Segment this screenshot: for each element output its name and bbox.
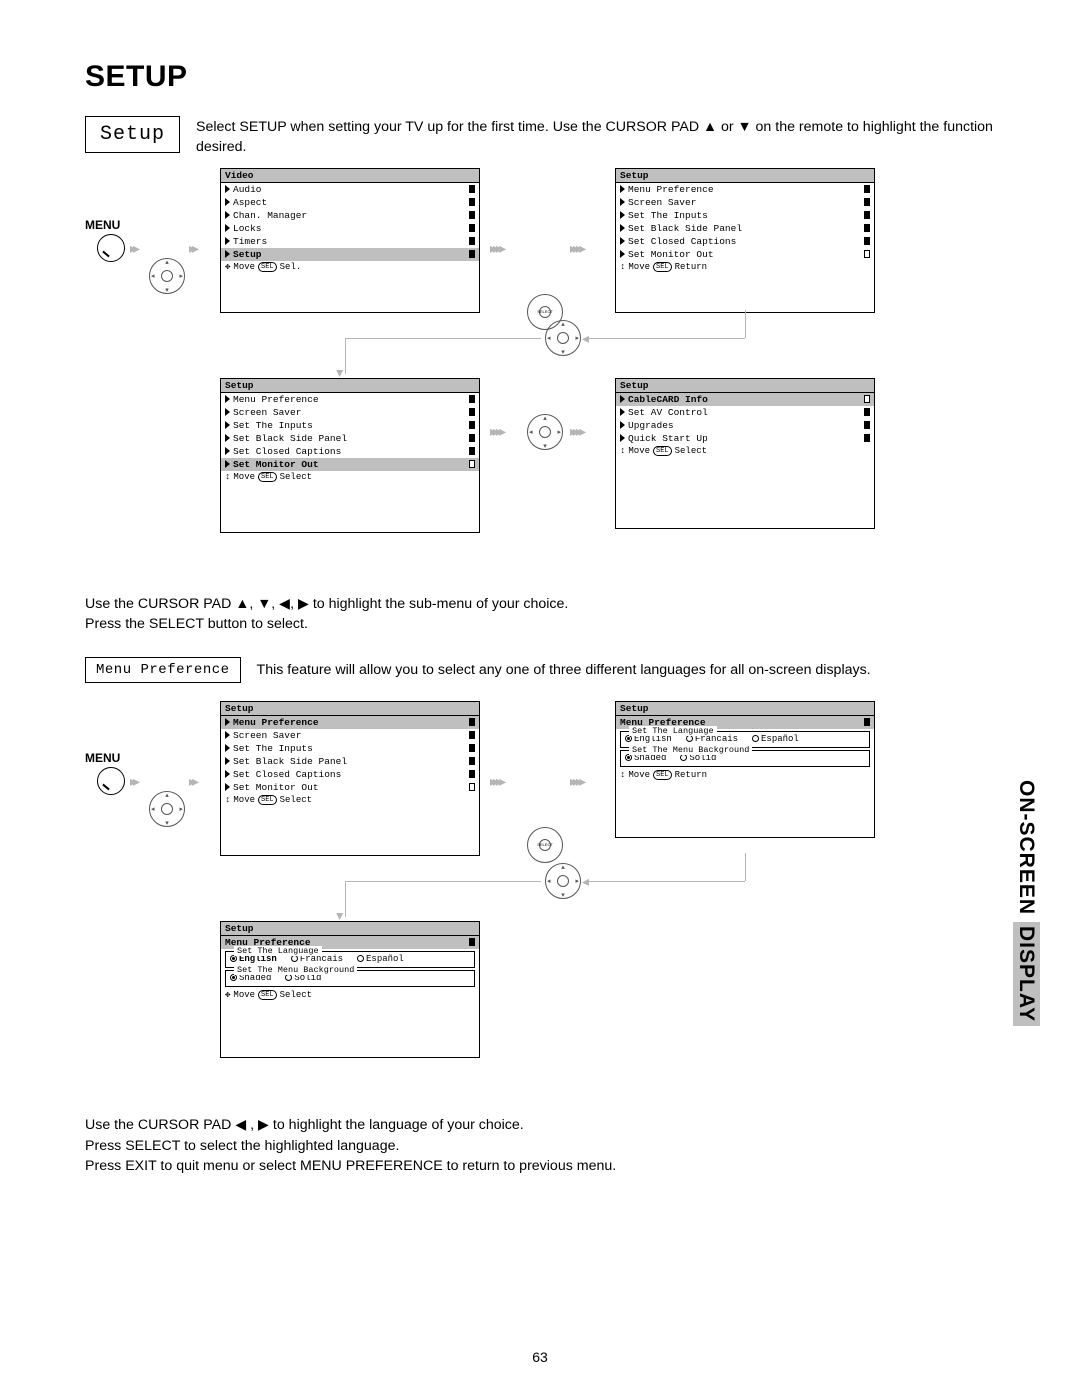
arrow-icon: ▸▸ <box>189 773 195 790</box>
arrow-icon: ▸▸▸▸ <box>570 240 582 257</box>
arrow-icon: ▸▸▸▸ <box>570 423 582 440</box>
instruction-text: Use the CURSOR PAD ▲, ▼, ◀, ▶ to highlig… <box>85 594 1012 635</box>
arrow-icon: ▸▸▸▸ <box>570 773 582 790</box>
menu-pref-section: Menu Preference This feature will allow … <box>85 657 1012 683</box>
page-number: 63 <box>0 1349 1080 1365</box>
select-pad-icon: SELECT <box>527 827 563 863</box>
osd-setup-d: Setup Menu Preference Screen Saver Set T… <box>220 701 480 856</box>
arrow-icon: ▸▸▸▸ <box>490 423 502 440</box>
osd-header: Setup <box>616 169 874 183</box>
cursor-pad-icon: ▴▾◂▸ <box>527 414 563 450</box>
setup-desc: Select SETUP when setting your TV up for… <box>196 116 1012 158</box>
setup-tag: Setup <box>85 116 180 153</box>
connector <box>345 338 346 374</box>
osd-mp-b: Setup Menu Preference Set The Language E… <box>220 921 480 1058</box>
instruction-text: Use the CURSOR PAD ◀ , ▶ to highlight th… <box>85 1115 1012 1177</box>
osd-mp-a: Setup Menu Preference Set The Language E… <box>615 701 875 838</box>
connector <box>345 338 541 339</box>
arrow-icon: ▸ <box>586 330 589 347</box>
cursor-pad-icon: ▴▾◂▸ <box>149 791 185 827</box>
menu-knob-icon <box>97 767 125 795</box>
arrow-icon: ▸ <box>332 370 349 373</box>
setup-section: Setup Select SETUP when setting your TV … <box>85 116 1012 158</box>
cursor-pad-icon: ▴▾◂▸ <box>545 320 581 356</box>
osd-setup-c: Setup CableCARD Info Set AV Control Upgr… <box>615 378 875 529</box>
menu-pref-desc: This feature will allow you to select an… <box>257 657 1012 681</box>
osd-main-menu: Video Audio Aspect Chan. Manager Locks T… <box>220 168 480 313</box>
osd-setup-a: Setup Menu Preference Screen Saver Set T… <box>615 168 875 313</box>
arrow-icon: ▸▸ <box>130 773 136 790</box>
osd-setup-b: Setup Menu Preference Screen Saver Set T… <box>220 378 480 533</box>
menu-label: MENU <box>85 218 120 232</box>
arrow-icon: ▸▸ <box>189 240 195 257</box>
cursor-pad-icon: ▴▾◂▸ <box>545 863 581 899</box>
arrow-icon: ▸▸ <box>130 240 136 257</box>
connector <box>745 310 746 338</box>
connector <box>585 338 745 339</box>
sidebar-label: ON-SCREEN DISPLAY <box>1014 780 1038 1026</box>
menu-label: MENU <box>85 751 120 765</box>
arrow-icon: ▸▸▸▸ <box>490 773 502 790</box>
page-title: SETUP <box>85 60 1012 94</box>
cursor-pad-icon: ▴▾◂▸ <box>149 258 185 294</box>
menu-pref-tag: Menu Preference <box>85 657 241 683</box>
menu-knob-icon <box>97 234 125 262</box>
arrow-icon: ▸▸▸▸ <box>490 240 502 257</box>
osd-header: Video <box>221 169 479 183</box>
